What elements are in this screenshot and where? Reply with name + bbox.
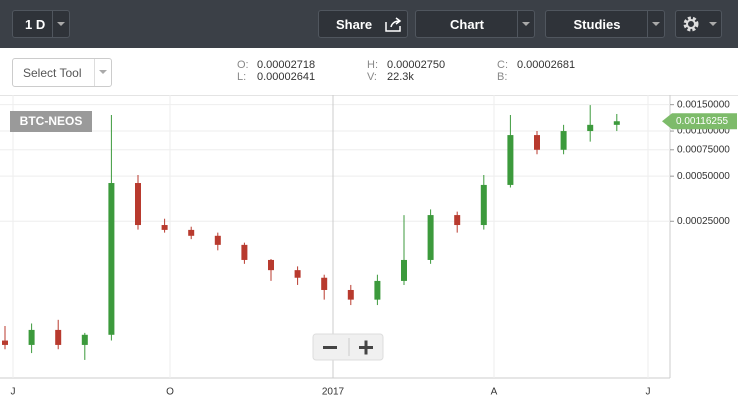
share-label: Share xyxy=(336,17,373,32)
candle-body xyxy=(161,225,168,230)
ohlc-value: 22.3k xyxy=(387,71,414,83)
candle-body xyxy=(241,244,248,260)
ohlc-key: B: xyxy=(497,71,508,83)
candle-body xyxy=(108,183,115,335)
select-tool[interactable]: Select Tool xyxy=(12,58,112,87)
zoom-out[interactable] xyxy=(323,346,337,349)
candle-body xyxy=(374,280,381,300)
y-tick-label: 0.00150000 xyxy=(677,99,730,110)
x-tick-label: J xyxy=(11,387,16,398)
zoom-controls xyxy=(312,333,384,361)
ohlc-key: V: xyxy=(367,71,377,83)
candle-body xyxy=(268,259,274,271)
dropdown-arrow[interactable] xyxy=(94,59,111,86)
ohlc-value: 0.00002641 xyxy=(257,71,316,83)
y-tick-label: 0.00050000 xyxy=(677,171,730,182)
candle-body xyxy=(480,184,487,226)
dropdown-arrow[interactable] xyxy=(52,11,69,37)
x-tick-label: 2017 xyxy=(322,387,345,398)
x-tick-label: O xyxy=(166,387,174,398)
last-price-tag xyxy=(662,113,737,130)
zoom-in[interactable] xyxy=(364,340,368,355)
candle-body xyxy=(135,183,141,226)
candle-body xyxy=(81,334,88,345)
settings-button[interactable] xyxy=(675,10,722,38)
last-price-label: 0.00116255 xyxy=(676,116,729,127)
candle-body xyxy=(347,289,354,300)
chart: 0.00150000 0.00100000 0.00075000 0.00050000… xyxy=(0,95,737,398)
candle-body xyxy=(454,215,461,226)
share-button[interactable]: Share xyxy=(318,10,408,38)
studies-button[interactable]: Studies xyxy=(545,10,665,38)
ohlc-value: 0.00002681 xyxy=(517,59,576,71)
gear-icon xyxy=(683,16,699,32)
interval-label: 1 D xyxy=(25,17,46,32)
share-icon xyxy=(385,17,402,32)
y-tick-label: 0.00100000 xyxy=(677,126,730,137)
candle-body xyxy=(2,340,8,345)
ohlc-value: 0.00002718 xyxy=(257,59,316,71)
dropdown-arrow[interactable] xyxy=(517,11,534,37)
x-tick-label: A xyxy=(491,387,498,398)
interval-button[interactable]: 1 D xyxy=(12,10,70,38)
y-tick-label: 0.00025000 xyxy=(677,216,730,227)
candle-body xyxy=(214,235,221,245)
candle-body xyxy=(507,135,514,185)
plot: 0.00150000 0.00100000 0.00075000 0.00050000… xyxy=(0,95,737,398)
ohlc-key: O: xyxy=(237,59,249,71)
chart-label: Chart xyxy=(450,17,484,32)
candle-body xyxy=(321,277,328,290)
candle-body xyxy=(427,215,434,260)
ohlc-key: L: xyxy=(237,71,247,83)
candle-body xyxy=(188,229,195,236)
dropdown-arrow[interactable] xyxy=(705,11,721,37)
x-tick-label: J xyxy=(646,387,651,398)
candle-body xyxy=(294,270,301,278)
studies-label: Studies xyxy=(573,17,621,32)
candle-body xyxy=(28,329,35,345)
candle-body xyxy=(534,135,540,150)
candle-body xyxy=(560,131,567,150)
info-bar: Select Tool O: 0.00002718 L: 0.00002641 … xyxy=(0,48,738,96)
ohlc-key: H: xyxy=(367,59,378,71)
chart-button[interactable]: Chart xyxy=(415,10,535,38)
toolbar: 1 D Share Chart Studies xyxy=(0,0,738,48)
candle-body xyxy=(401,259,407,281)
select-tool-label: Select Tool xyxy=(23,66,82,80)
candle-body xyxy=(587,124,594,132)
candle-body xyxy=(55,329,62,345)
candle-body xyxy=(613,121,620,125)
y-tick-label: 0.00075000 xyxy=(677,144,730,155)
symbol-label: BTC-NEOS xyxy=(20,114,83,128)
symbol-box xyxy=(10,111,92,132)
dropdown-arrow[interactable] xyxy=(647,11,664,37)
ohlc-value: 0.00002750 xyxy=(387,59,446,71)
ohlc-key: C: xyxy=(497,59,508,71)
